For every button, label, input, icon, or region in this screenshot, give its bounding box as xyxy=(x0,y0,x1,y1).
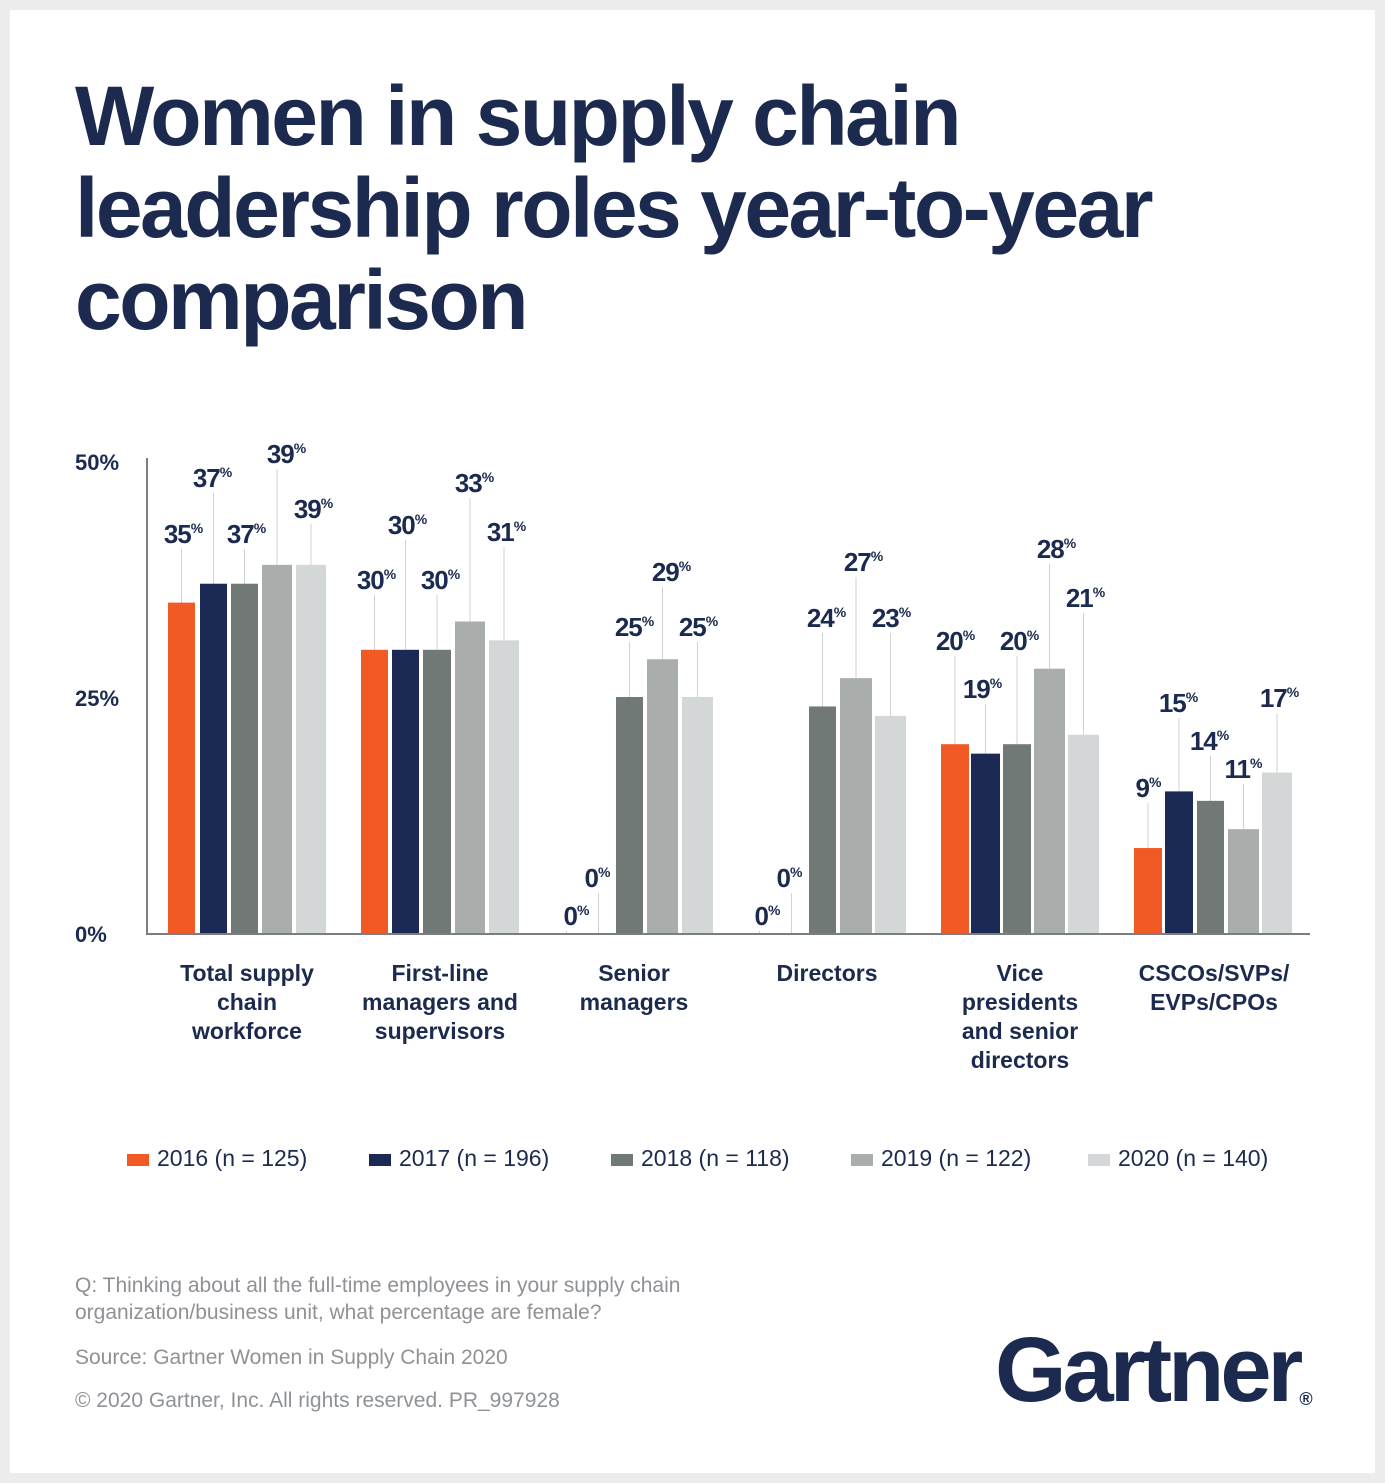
bar-0-1 xyxy=(361,649,388,933)
data-label: 15% xyxy=(1159,688,1199,718)
bar-4-4 xyxy=(1068,734,1099,933)
x-category-label: Directors xyxy=(777,960,878,986)
x-category-label: presidents xyxy=(962,989,1078,1015)
data-label: 0% xyxy=(777,863,803,893)
chart-title: Women in supply chain leadership roles y… xyxy=(75,69,1154,347)
data-label: 11% xyxy=(1225,754,1264,784)
data-label: 33% xyxy=(455,468,495,498)
copyright-note: © 2020 Gartner, Inc. All rights reserved… xyxy=(75,1389,560,1412)
bar-2-5 xyxy=(1197,800,1224,933)
bar-3-4 xyxy=(1034,668,1065,933)
x-category-label: CSCOs/SVPs/ xyxy=(1139,960,1290,986)
data-label: 35% xyxy=(164,519,204,549)
bar-3-5 xyxy=(1228,829,1259,933)
bar-4-3 xyxy=(875,715,906,933)
bar-1-4 xyxy=(971,753,1000,933)
y-tick-label: 25% xyxy=(75,686,119,711)
data-label: 20% xyxy=(936,626,976,656)
source-note: Source: Gartner Women in Supply Chain 20… xyxy=(75,1346,508,1369)
data-label: 29% xyxy=(652,557,692,587)
bar-0-4 xyxy=(941,744,969,933)
legend-label: 2017 (n = 196) xyxy=(399,1145,549,1171)
bar-1-1 xyxy=(392,649,419,933)
logo-text: Gartner xyxy=(995,1319,1303,1421)
data-label: 27% xyxy=(844,547,884,577)
legend-label: 2016 (n = 125) xyxy=(157,1145,307,1171)
x-category-label: and senior xyxy=(962,1018,1078,1044)
legend-label: 2019 (n = 122) xyxy=(881,1145,1031,1171)
data-label: 39% xyxy=(294,494,334,524)
x-category-label: chain xyxy=(217,989,277,1015)
x-category-label: supervisors xyxy=(375,1018,505,1044)
y-tick-label: 0% xyxy=(75,922,107,947)
bar-1-5 xyxy=(1165,791,1193,933)
data-label: 24% xyxy=(807,603,847,633)
bar-2-0 xyxy=(231,583,258,933)
data-label: 17% xyxy=(1260,683,1300,713)
bar-0-5 xyxy=(1134,848,1162,933)
bar-2-4 xyxy=(1003,744,1031,933)
bar-3-0 xyxy=(262,564,292,933)
x-category-label: managers and xyxy=(362,989,518,1015)
data-label: 30% xyxy=(388,510,428,540)
registered-mark-icon: ® xyxy=(1299,1389,1313,1409)
data-label: 39% xyxy=(267,439,307,469)
data-label: 21% xyxy=(1066,583,1106,613)
legend-swatch xyxy=(127,1154,149,1166)
bar-2-1 xyxy=(423,649,451,933)
data-label: 30% xyxy=(357,565,397,595)
bar-4-0 xyxy=(296,564,326,933)
x-category-label: First-line xyxy=(391,960,488,986)
bar-3-2 xyxy=(647,659,678,933)
legend-swatch xyxy=(369,1154,391,1166)
data-label: 0% xyxy=(585,863,611,893)
legend-swatch xyxy=(1088,1154,1110,1166)
bar-0-0 xyxy=(168,602,195,933)
data-label: 37% xyxy=(193,463,233,493)
bar-1-0 xyxy=(200,583,227,933)
bar-4-1 xyxy=(489,640,519,933)
data-label: 23% xyxy=(872,603,912,633)
data-label: 25% xyxy=(679,612,719,642)
bar-3-3 xyxy=(840,678,872,933)
data-label: 14% xyxy=(1190,726,1230,756)
x-category-label: directors xyxy=(971,1047,1069,1073)
gartner-logo: Gartner® xyxy=(995,1318,1313,1423)
data-label: 25% xyxy=(615,612,655,642)
legend-swatch xyxy=(851,1154,873,1166)
bar-4-5 xyxy=(1262,772,1292,933)
x-category-label: Senior xyxy=(598,960,670,986)
data-label: 19% xyxy=(963,674,1003,704)
data-label: 20% xyxy=(1000,626,1040,656)
x-category-label: EVPs/CPOs xyxy=(1150,989,1278,1015)
data-label: 28% xyxy=(1037,534,1077,564)
bar-3-1 xyxy=(455,621,485,933)
bar-2-3 xyxy=(809,706,836,933)
survey-question: Q: Thinking about all the full-time empl… xyxy=(75,1274,681,1324)
data-label: 30% xyxy=(421,565,461,595)
legend-swatch xyxy=(611,1154,633,1166)
x-category-label: managers xyxy=(580,989,689,1015)
data-label: 0% xyxy=(564,901,590,931)
data-label: 0% xyxy=(755,901,781,931)
x-category-label: Total supply xyxy=(180,960,314,986)
data-label: 31% xyxy=(487,517,527,547)
bar-2-2 xyxy=(616,697,643,933)
legend-label: 2020 (n = 140) xyxy=(1118,1145,1268,1171)
y-tick-label: 50% xyxy=(75,450,119,475)
data-label: 9% xyxy=(1136,773,1162,803)
bar-4-2 xyxy=(682,697,713,933)
x-category-label: workforce xyxy=(191,1018,302,1044)
data-label: 37% xyxy=(227,519,267,549)
legend-label: 2018 (n = 118) xyxy=(641,1145,790,1171)
x-category-label: Vice xyxy=(997,960,1044,986)
